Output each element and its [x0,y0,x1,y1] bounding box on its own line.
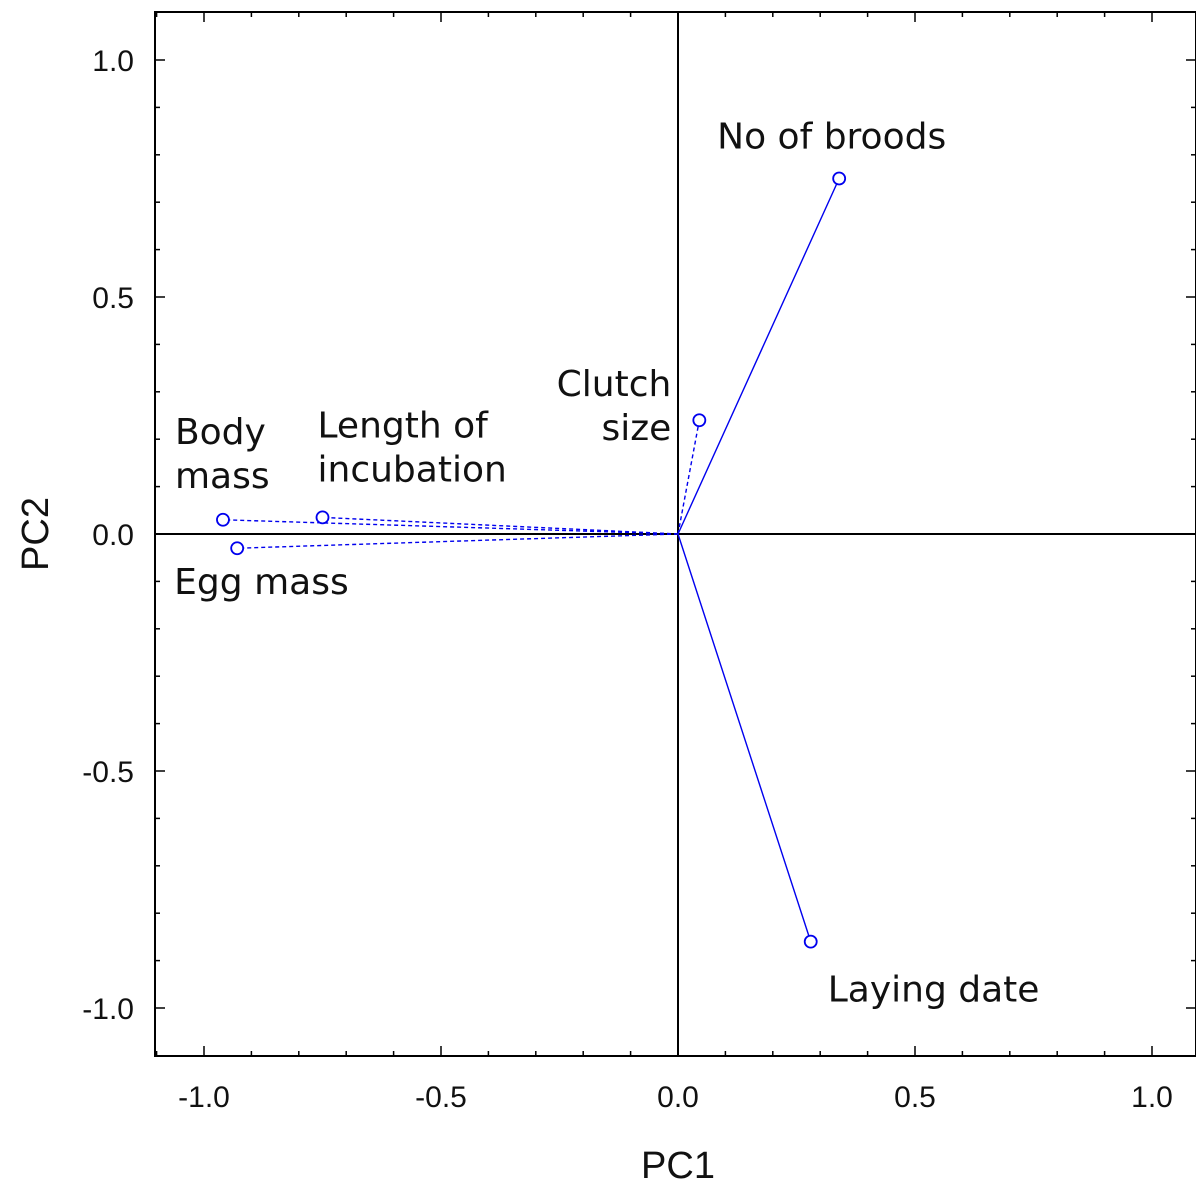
loading-point [832,171,847,186]
loading-line [677,178,840,535]
y-tick-label: -1.0 [82,993,134,1026]
loading-vectors [216,171,847,949]
tick-marks [155,12,1196,1056]
variable-label-line: mass [175,456,270,497]
variable-label: Laying date [828,970,1040,1011]
variable-label: Clutch size [557,364,672,449]
loading-point [230,541,245,556]
loading-point [315,510,330,525]
variable-label: Length of incubation [318,405,507,490]
variable-label-line: size [602,408,672,449]
x-tick-label: 1.0 [1131,1081,1173,1114]
loading-line [677,420,701,535]
variable-label-line: Clutch [557,364,672,405]
variable-label-line: incubation [318,449,507,490]
y-tick-label: 0.5 [92,282,134,315]
variable-label: Body mass [175,412,270,497]
x-tick-label: -1.0 [178,1081,230,1114]
loading-point [216,512,230,527]
y-tick-label: 1.0 [92,45,134,78]
variable-label-line: Laying date [828,970,1040,1011]
x-tick-label: 0.0 [657,1081,699,1114]
x-tick-label: 0.5 [894,1081,936,1114]
variable-label-line: No of broods [717,117,946,158]
x-tick-labels: -1.0 -0.5 0.0 0.5 1.0 [178,1081,1173,1114]
loading-line [677,533,812,942]
variable-label-line: Egg mass [174,562,349,603]
variable-label: Egg mass [174,562,349,603]
loading-point [692,413,707,428]
x-axis-title: PC1 [641,1145,715,1185]
variable-label-line: Length of [318,405,490,446]
y-axis-title: PC2 [15,497,57,571]
variable-labels: No of broods Laying date Clutch size Body mas… [174,117,1039,1011]
y-tick-labels: -1.0 -0.5 0.0 0.5 1.0 [82,45,134,1026]
loading-line [237,533,679,549]
loading-point [803,934,818,949]
loading-line [222,519,679,535]
y-tick-label: -0.5 [82,756,134,789]
variable-label: No of broods [717,117,946,158]
loading-line [322,516,679,535]
variable-label-line: Body [175,412,266,453]
x-tick-label: -0.5 [415,1081,467,1114]
y-tick-label: 0.0 [92,519,134,552]
